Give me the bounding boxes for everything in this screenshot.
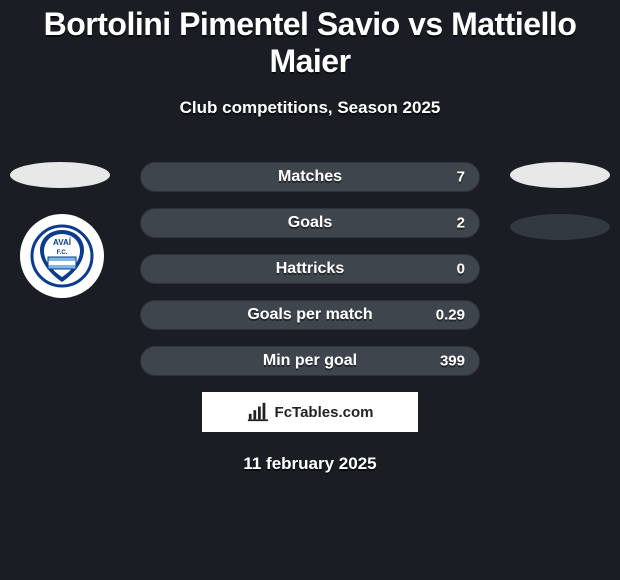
stat-label: Hattricks [276,260,344,278]
player-left-placeholder-1 [10,162,110,188]
stat-value: 2 [457,215,465,232]
date-text: 11 february 2025 [0,454,620,474]
stat-row-hattricks: Hattricks 0 [140,254,480,284]
stat-value: 0.29 [436,307,465,324]
stats-list: Matches 7 Goals 2 Hattricks 0 Goals per … [140,162,480,376]
stat-label: Goals [288,214,332,232]
brand-box: FcTables.com [202,392,418,432]
bar-chart-icon [247,401,269,423]
player-right-placeholder-2 [510,214,610,240]
svg-text:AVAÍ: AVAÍ [53,238,72,247]
comparison-panel: AVAÍ F.C. Matches 7 Goals 2 Hattricks 0 … [0,162,620,474]
stat-value: 7 [457,169,465,186]
player-right-placeholder-1 [510,162,610,188]
stat-label: Min per goal [263,352,357,370]
subtitle: Club competitions, Season 2025 [0,98,620,118]
svg-text:F.C.: F.C. [57,250,68,256]
page-title: Bortolini Pimentel Savio vs Mattiello Ma… [0,0,620,80]
stat-label: Matches [278,168,342,186]
stat-row-goals-per-match: Goals per match 0.29 [140,300,480,330]
stat-label: Goals per match [247,306,372,324]
club-badge: AVAÍ F.C. [20,214,104,298]
stat-row-goals: Goals 2 [140,208,480,238]
stat-value: 399 [440,353,465,370]
stat-row-min-per-goal: Min per goal 399 [140,346,480,376]
brand-text: FcTables.com [275,404,374,421]
stat-row-matches: Matches 7 [140,162,480,192]
avai-fc-crest-icon: AVAÍ F.C. [30,224,94,288]
stat-value: 0 [457,261,465,278]
